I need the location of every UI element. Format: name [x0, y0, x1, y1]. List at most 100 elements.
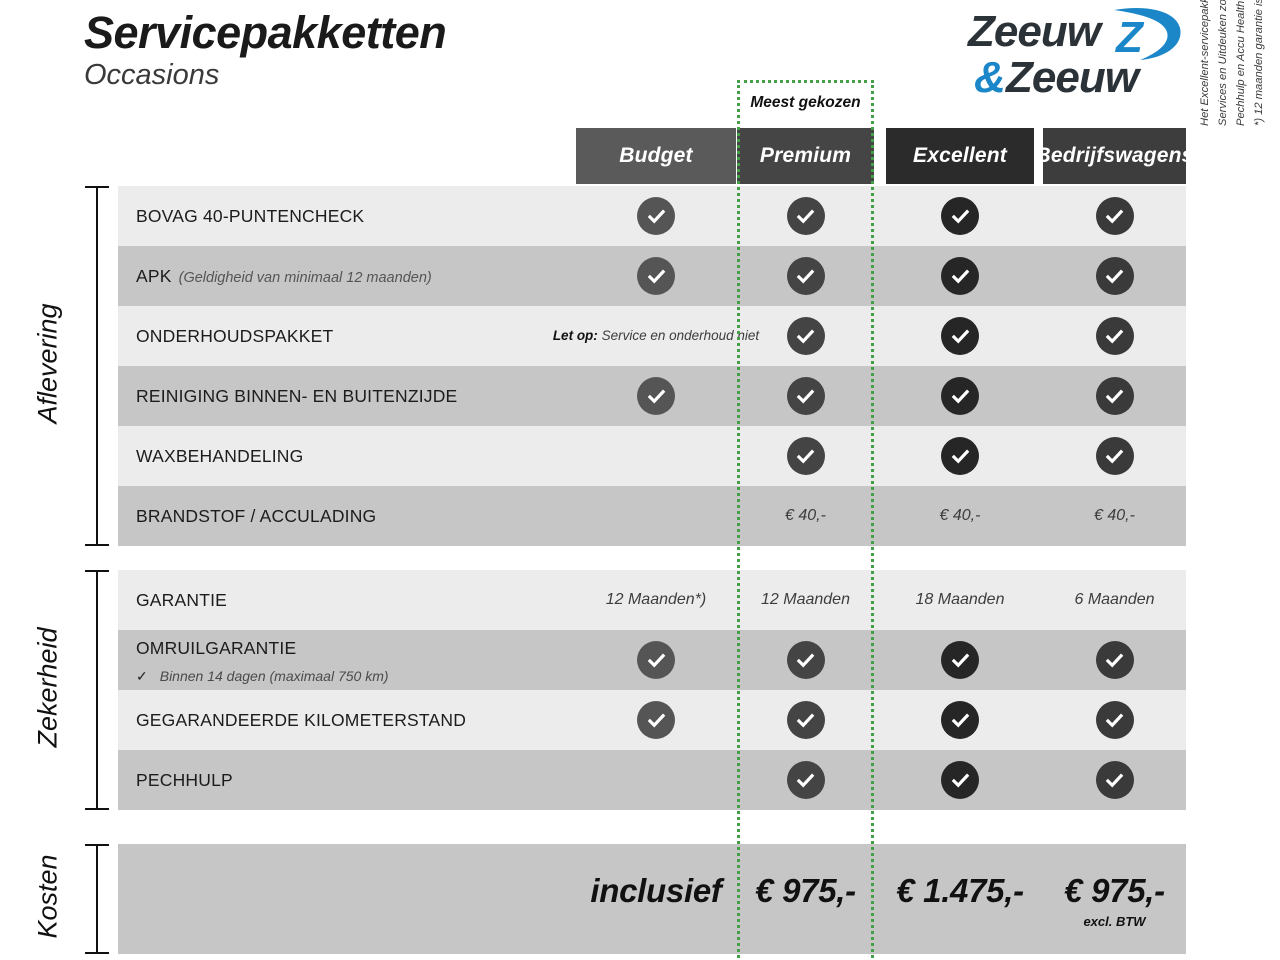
check-icon: [786, 437, 825, 475]
cell-premium: [737, 630, 874, 690]
price-premium: € 975,-: [755, 872, 856, 909]
check-icon: [941, 701, 979, 739]
column-header-label: Bedrijfswagens: [1035, 144, 1194, 167]
check-icon: [786, 257, 825, 295]
column-header-bedrijfswagens: Bedrijfswagens: [1036, 128, 1193, 184]
page-subtitle: Occasions: [84, 58, 220, 91]
cell-premium: € 40,-: [737, 486, 874, 546]
check-icon: [1095, 437, 1134, 475]
cell-budget: [576, 750, 736, 810]
price-budget: inclusief: [590, 872, 722, 909]
cell-budget: [576, 690, 736, 750]
table-row: PECHHULP: [118, 750, 1186, 810]
cell-excellent: [886, 366, 1034, 426]
cell-premium: 12 Maanden: [737, 570, 874, 630]
cell-bedrijfswagens: [1043, 426, 1186, 486]
cell-bedrijfswagens: [1043, 690, 1186, 750]
table-row: ONDERHOUDSPAKKET Let op: Service en onder…: [118, 306, 1186, 366]
check-icon: [941, 377, 979, 415]
table-row: GARANTIE 12 Maanden*) 12 Maanden 18 Maanden…: [118, 570, 1186, 630]
table-row: BOVAG 40-PUNTENCHECK: [118, 186, 1186, 246]
cell-bedrijfswagens: [1043, 750, 1186, 810]
check-icon: [941, 437, 979, 475]
cell-premium: [737, 306, 874, 366]
row-label-note: (Geldigheid van minimaal 12 maanden): [178, 269, 432, 286]
row-subnote-text: Binnen 14 dagen (maximaal 750 km): [159, 668, 389, 684]
check-icon: [941, 317, 979, 355]
row-label: ONDERHOUDSPAKKET: [136, 325, 334, 346]
kosten-band: [118, 844, 1186, 954]
cell-premium: [737, 750, 874, 810]
row-label: GARANTIE: [136, 589, 228, 610]
section-bracket-cap: [85, 808, 109, 810]
check-icon: [637, 377, 675, 415]
cell-excellent: [886, 630, 1034, 690]
section-bracket-cap: [85, 186, 109, 188]
row-label: BRANDSTOF / ACCULADING: [136, 505, 377, 526]
row-label: WAXBEHANDELING: [136, 445, 304, 466]
cell-excellent: € 40,-: [886, 486, 1034, 546]
check-icon: [1095, 257, 1134, 295]
cell-bedrijfswagens: [1043, 246, 1186, 306]
cell-budget: [576, 186, 736, 246]
cell-budget: [576, 630, 736, 690]
price-bedrijfswagens: € 975,-: [1064, 872, 1165, 909]
check-icon: [1095, 377, 1134, 415]
legal-line: Services en Uitdeuken zonder spuiten zij…: [1214, 0, 1232, 126]
cell-excellent: [886, 306, 1034, 366]
cell-budget: [576, 366, 736, 426]
column-header-excellent: Excellent: [886, 128, 1034, 184]
cell-value: 6 Maanden: [1074, 591, 1155, 608]
cell-premium: [737, 366, 874, 426]
check-icon: [786, 761, 825, 799]
cell-excellent: [886, 750, 1034, 810]
cell-budget: 12 Maanden*): [576, 570, 736, 630]
table-row: GEGARANDEERDE KILOMETERSTAND: [118, 690, 1186, 750]
cell-budget: Let op: Service en onderhoud niet: [553, 306, 759, 366]
cell-value: 12 Maanden*): [605, 591, 707, 608]
row-subnote: ✓ Binnen 14 dagen (maximaal 750 km): [136, 668, 389, 685]
cell-budget: [576, 426, 736, 486]
page-title: Servicepakketten: [84, 7, 447, 58]
cell-bedrijfswagens: 6 Maanden: [1043, 570, 1186, 630]
legal-line: Het Excellent-servicepakket kan uitsluit…: [1196, 0, 1214, 126]
excl-btw-note: excl. BTW: [1083, 914, 1146, 929]
cell-bedrijfswagens: [1043, 186, 1186, 246]
check-icon: [1095, 701, 1134, 739]
check-icon: [1095, 197, 1134, 235]
check-icon: [786, 377, 825, 415]
cell-premium: [737, 426, 874, 486]
cell-budget: [576, 246, 736, 306]
check-small-icon: ✓: [136, 668, 148, 684]
most-chosen-label: Meest gekozen: [750, 94, 861, 111]
section-bracket-line: [96, 186, 98, 546]
section-bracket-cap: [85, 544, 109, 546]
row-label: PECHHULP: [136, 769, 233, 790]
cell-bedrijfswagens: [1043, 306, 1186, 366]
check-icon: [637, 197, 675, 235]
section-bracket-cap: [85, 952, 109, 954]
cell-bedrijfswagens: [1043, 366, 1186, 426]
row-label: REINIGING BINNEN- EN BUITENZIJDE: [136, 385, 458, 406]
column-header-label: Budget: [619, 144, 693, 167]
check-icon: [1095, 641, 1134, 679]
cell-excellent: 18 Maanden: [886, 570, 1034, 630]
cell-excellent: [886, 426, 1034, 486]
check-icon: [941, 197, 979, 235]
cell-excellent: [886, 690, 1034, 750]
svg-text:Z: Z: [1114, 13, 1145, 62]
check-icon: [786, 701, 825, 739]
column-header-premium: Premium: [737, 128, 874, 184]
row-label: BOVAG 40-PUNTENCHECK: [136, 205, 365, 226]
cell-value: € 40,-: [785, 507, 826, 524]
price-excellent: € 1.475,-: [896, 872, 1024, 909]
check-icon: [941, 257, 979, 295]
svg-text:Zeeuw: Zeeuw: [1004, 53, 1142, 102]
cell-bedrijfswagens: [1043, 630, 1186, 690]
column-header-budget: Budget: [576, 128, 736, 184]
section-bracket-line: [96, 844, 98, 954]
section-label-aflevering: Aflevering: [32, 303, 63, 424]
cell-excellent: [886, 186, 1034, 246]
table-row: OMRUILGARANTIE ✓ Binnen 14 dagen (maximaal…: [118, 630, 1186, 690]
